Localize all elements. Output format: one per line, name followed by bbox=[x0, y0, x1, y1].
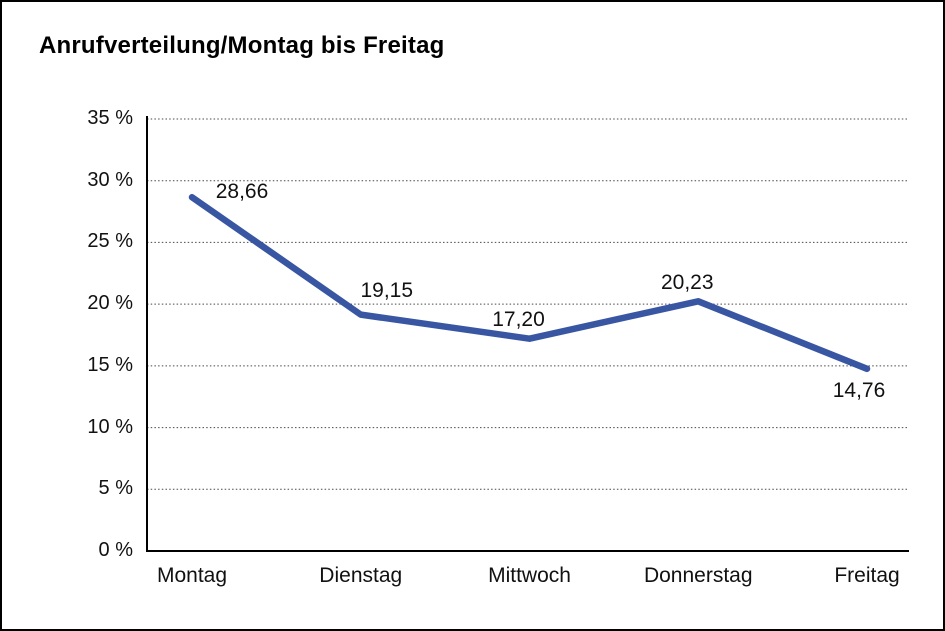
data-label-donnerstag: 20,23 bbox=[660, 271, 714, 295]
y-tick-label-0: 0 % bbox=[98, 539, 133, 561]
data-label-montag: 28,66 bbox=[215, 180, 269, 204]
x-category-label-freitag: Freitag bbox=[834, 564, 900, 587]
data-label-freitag: 14,76 bbox=[832, 378, 886, 402]
data-label-mittwoch: 17,20 bbox=[492, 307, 545, 331]
y-tick-label-5: 5 % bbox=[98, 477, 133, 500]
x-category-label-dienstag: Dienstag bbox=[319, 564, 403, 587]
y-tick-label-10: 10 % bbox=[87, 415, 133, 438]
chart-title: Anrufverteilung/Montag bis Freitag bbox=[39, 32, 445, 59]
x-category-label-donnerstag: Donnerstag bbox=[643, 564, 753, 587]
y-tick-label-35: 35 % bbox=[87, 107, 133, 129]
x-category-label-montag: Montag bbox=[156, 564, 228, 587]
y-tick-label-15: 15 % bbox=[87, 353, 133, 376]
y-tick-label-30: 30 % bbox=[87, 168, 133, 191]
data-line-Anrufverteilung bbox=[188, 194, 871, 373]
x-category-label-mittwoch: Mittwoch bbox=[488, 564, 571, 587]
data-label-dienstag: 19,15 bbox=[360, 278, 414, 302]
y-tick-label-20: 20 % bbox=[87, 292, 133, 315]
y-tick-label-25: 25 % bbox=[87, 230, 133, 253]
